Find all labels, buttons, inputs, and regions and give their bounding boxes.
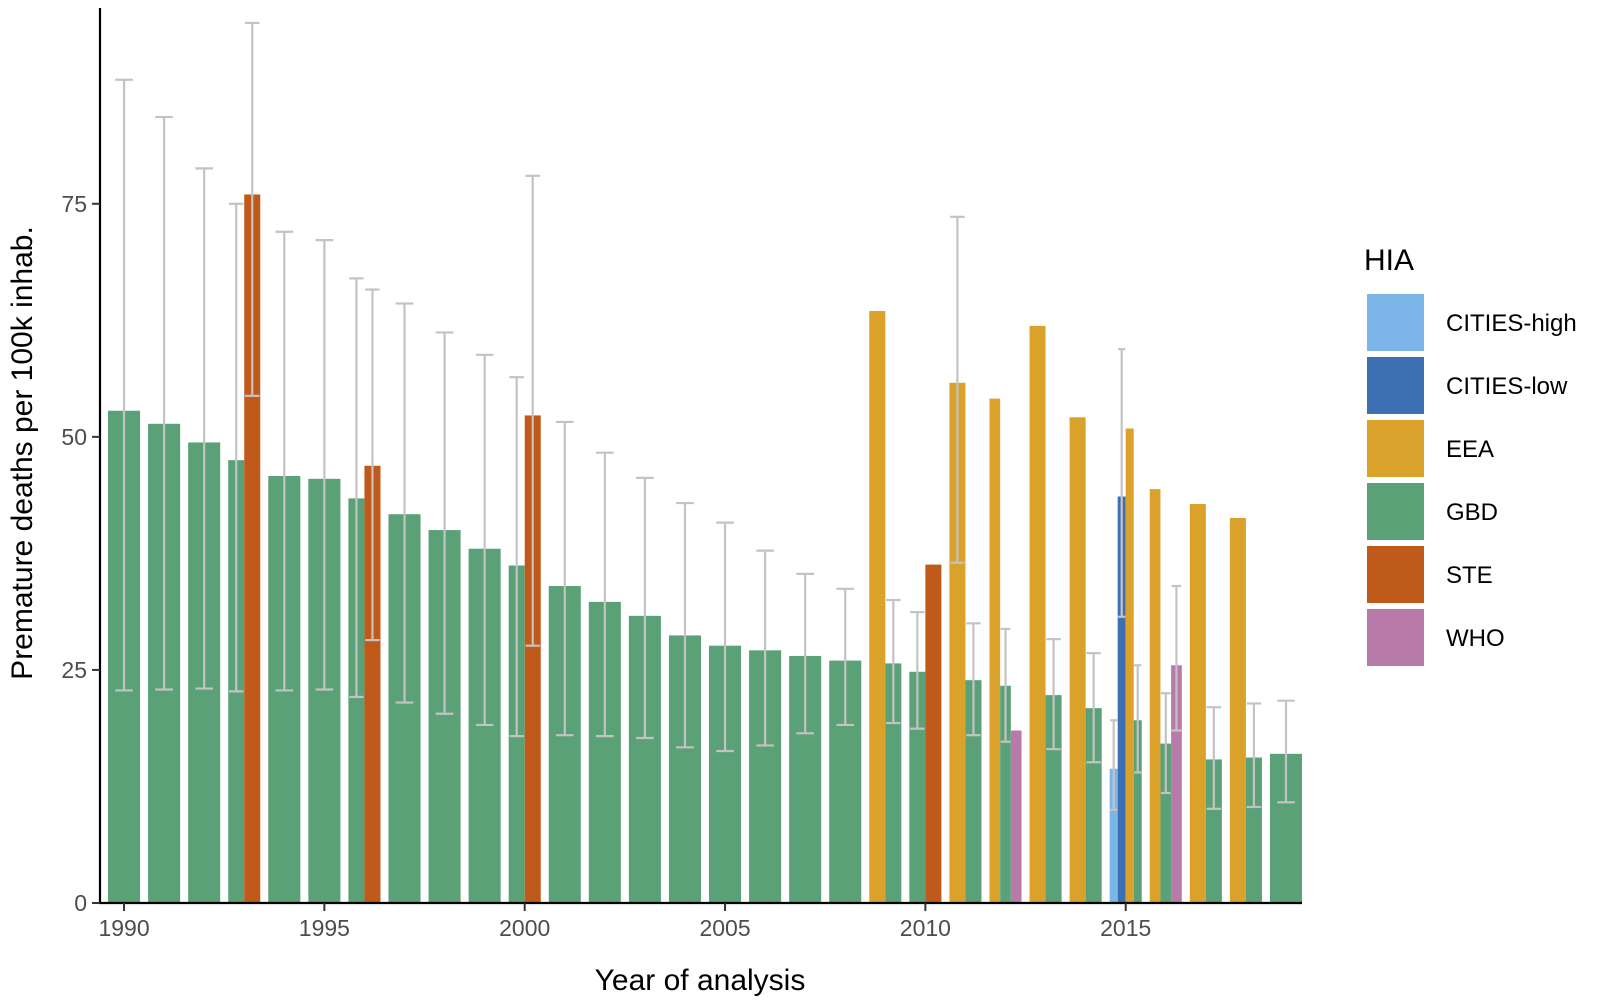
- bar-eea-2016: [1149, 489, 1161, 903]
- error-bar-gbd-1991: [155, 115, 173, 691]
- bar-ste-2000: [524, 415, 541, 903]
- error-bar-gbd-2002: [596, 451, 614, 738]
- legend-swatch-cities-high: [1367, 294, 1424, 351]
- error-bar-gbd-2004: [676, 501, 694, 749]
- bar-eea-2011: [949, 382, 966, 903]
- x-axis-title: Year of analysis: [595, 964, 806, 997]
- bar-who-2016: [1171, 665, 1182, 903]
- legend-label-gbd: GBD: [1446, 499, 1498, 526]
- bar-gbd-2018: [1245, 757, 1262, 903]
- error-bar-cities-low-2015: [1118, 348, 1126, 618]
- error-bar-gbd-1990: [115, 78, 133, 692]
- error-bar-gbd-1996: [349, 277, 364, 699]
- bar-eea-2013: [1029, 325, 1046, 903]
- bar-gbd-2016: [1160, 743, 1172, 903]
- bar-eea-2017: [1189, 503, 1206, 903]
- bar-eea-2014: [1069, 417, 1086, 903]
- error-bar-gbd-2014: [1086, 652, 1101, 764]
- error-bar-gbd-2006: [756, 549, 774, 747]
- legend-label-cities-low: CITIES-low: [1446, 373, 1568, 400]
- error-bar-gbd-1999: [475, 353, 494, 727]
- legend-label-cities-high: CITIES-high: [1446, 310, 1577, 337]
- axes: 0 25 50 75 1990 1995 2000 2005 2010 2015: [61, 8, 1302, 941]
- bar-who-2012: [1010, 730, 1022, 903]
- error-bar-gbd-2003: [636, 476, 654, 740]
- legend-item-cities-high: CITIES-high: [1367, 294, 1577, 351]
- error-bar-gbd-2005: [716, 521, 734, 753]
- error-bar-who-2016: [1171, 584, 1182, 732]
- y-tick-label-0: 0: [74, 890, 87, 916]
- bar-ste-1993: [244, 194, 261, 903]
- y-tick-label-50: 50: [61, 424, 87, 450]
- y-axis-title: Premature deaths per 100k inhab.: [6, 226, 39, 680]
- error-bar-eea-2011: [950, 215, 965, 564]
- legend-item-ste: STE: [1367, 546, 1493, 603]
- bar-eea-2012: [989, 398, 1001, 903]
- error-bar-gbd-2011: [966, 622, 981, 737]
- bar-ste-2010: [925, 564, 942, 903]
- x-tick-label-2005: 2005: [699, 915, 750, 941]
- x-tick-label-2000: 2000: [499, 915, 550, 941]
- bar-gbd-2012: [1000, 685, 1011, 903]
- error-bar-ste-2000: [525, 174, 540, 647]
- error-bar-gbd-2009: [886, 598, 901, 725]
- error-bar-gbd-2010: [910, 611, 925, 730]
- error-bar-ste-1996: [365, 288, 380, 642]
- bar-gbd-2014: [1085, 708, 1102, 903]
- legend-label-ste: STE: [1446, 562, 1493, 589]
- bar-eea-2015: [1125, 428, 1134, 903]
- x-tick-label-1990: 1990: [98, 915, 149, 941]
- x-tick-label-2015: 2015: [1100, 915, 1151, 941]
- error-bar-gbd-2012: [1000, 627, 1011, 743]
- bar-gbd-1996: [348, 498, 365, 903]
- bar-gbd-2017: [1205, 759, 1222, 903]
- error-bar-gbd-2000: [509, 376, 524, 738]
- y-tick-label-75: 75: [61, 191, 87, 217]
- legend-swatch-who: [1367, 609, 1424, 666]
- legend-title: HIA: [1364, 244, 1414, 277]
- legend-item-cities-low: CITIES-low: [1367, 357, 1568, 414]
- y-tick-label-25: 25: [61, 657, 87, 683]
- error-bar-gbd-2001: [555, 420, 574, 737]
- legend-label-who: WHO: [1446, 625, 1505, 652]
- error-bar-gbd-2015: [1134, 664, 1142, 774]
- legend-swatch-cities-low: [1367, 357, 1424, 414]
- bar-eea-2018: [1229, 517, 1246, 903]
- bars-layer: [108, 194, 1302, 903]
- legend-swatch-gbd: [1367, 483, 1424, 540]
- x-tick-label-2010: 2010: [900, 915, 951, 941]
- error-bar-gbd-2018: [1246, 702, 1262, 809]
- bar-cities-high-2015: [1109, 768, 1118, 903]
- bar-ste-1996: [364, 465, 381, 903]
- error-bar-gbd-1997: [395, 302, 414, 704]
- error-bars-layer: [115, 21, 1295, 811]
- error-bar-gbd-1995: [315, 239, 334, 691]
- legend: HIA CITIES-high CITIES-low EEA GBD STE WHO: [1364, 244, 1577, 666]
- error-bar-ste-1993: [245, 21, 260, 397]
- bar-gbd-2013: [1045, 695, 1062, 903]
- legend-item-gbd: GBD: [1367, 483, 1498, 540]
- error-bar-gbd-1994: [275, 230, 294, 692]
- error-bar-gbd-1998: [435, 331, 454, 715]
- error-bar-gbd-1992: [195, 167, 213, 690]
- error-bar-gbd-2008: [836, 587, 855, 727]
- error-bar-gbd-2017: [1206, 706, 1222, 810]
- bar-gbd-2015: [1133, 720, 1142, 903]
- error-bar-gbd-1993: [229, 202, 244, 693]
- bar-eea-2009: [869, 310, 886, 903]
- error-bar-gbd-2013: [1046, 638, 1061, 751]
- legend-item-who: WHO: [1367, 609, 1505, 666]
- legend-swatch-ste: [1367, 546, 1424, 603]
- error-bar-gbd-2016: [1160, 692, 1171, 795]
- legend-label-eea: EEA: [1446, 436, 1494, 463]
- error-bar-cities-high-2015: [1110, 719, 1118, 811]
- legend-item-eea: EEA: [1367, 420, 1494, 477]
- error-bar-gbd-2007: [796, 572, 814, 735]
- error-bar-gbd-2019: [1277, 699, 1295, 804]
- bar-cities-low-2015: [1117, 496, 1126, 903]
- legend-swatch-eea: [1367, 420, 1424, 477]
- x-tick-label-1995: 1995: [299, 915, 350, 941]
